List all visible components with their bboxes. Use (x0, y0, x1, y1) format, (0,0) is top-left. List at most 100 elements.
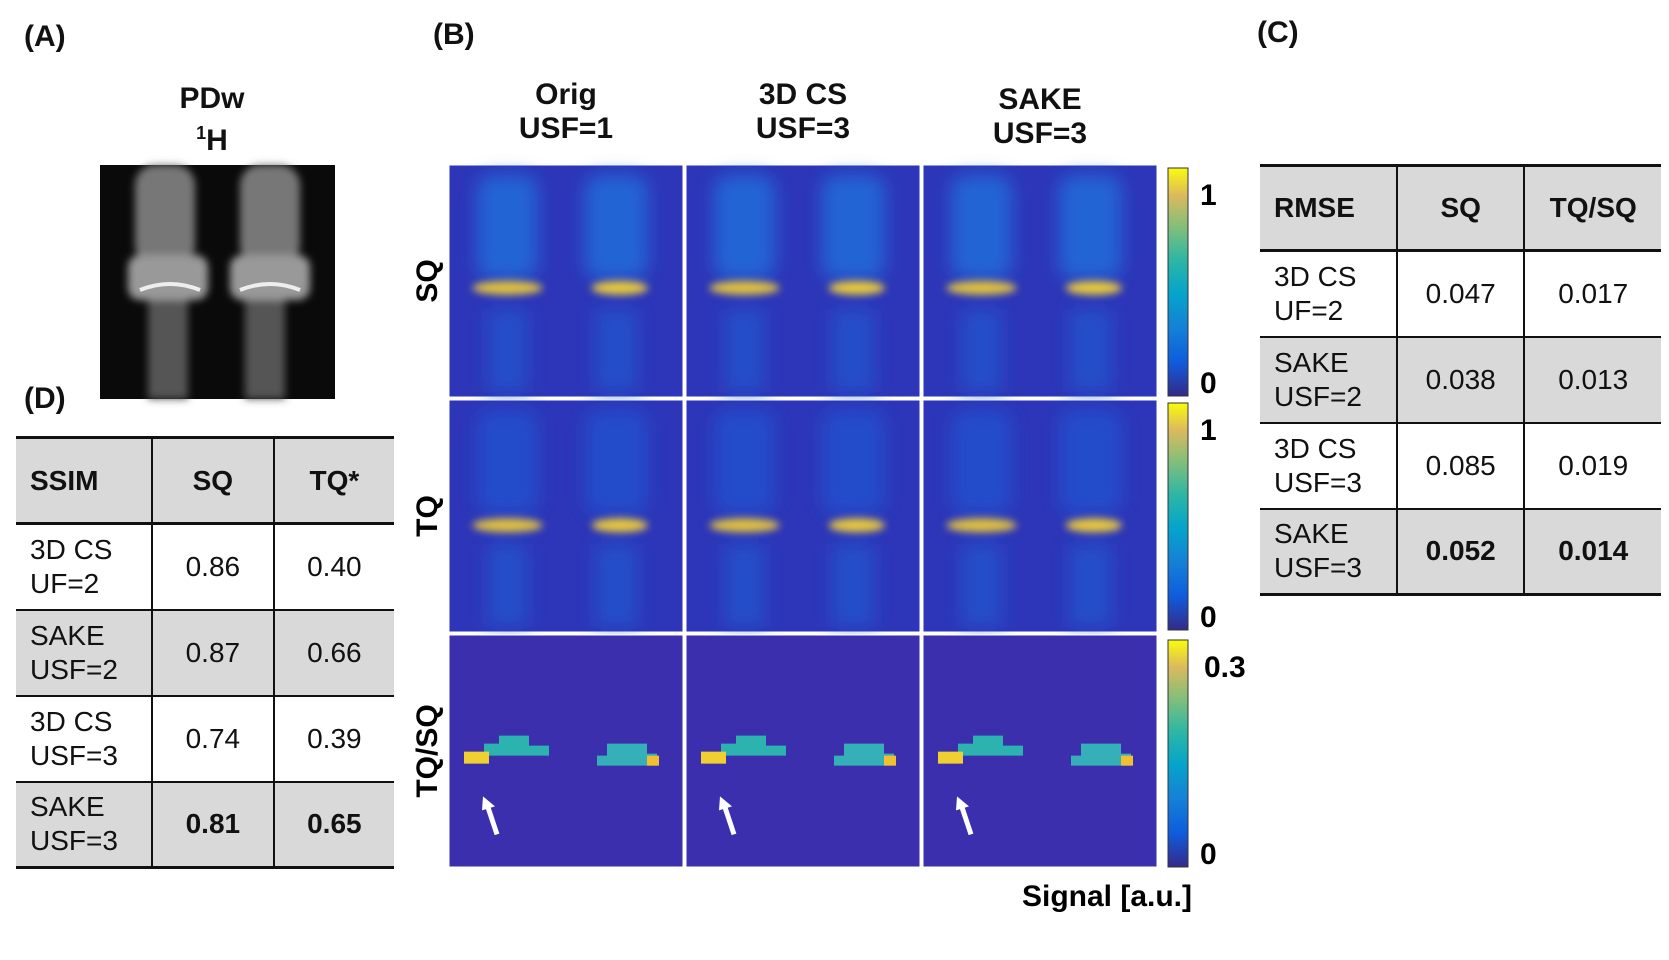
bone (584, 410, 648, 515)
arrowhead (482, 796, 495, 811)
bone (1068, 543, 1112, 628)
joint (709, 280, 885, 295)
cell-line: USF=3 (1274, 552, 1362, 584)
bone (1058, 410, 1122, 515)
bone (487, 543, 528, 628)
cell-line: 0.038 (1425, 363, 1496, 395)
table-row: 3D CS USF=3 0.085 0.019 (1260, 421, 1661, 510)
table-cell: SAKE USF=2 (1260, 335, 1398, 424)
bone (477, 410, 538, 515)
cell-line: 0.017 (1558, 277, 1629, 309)
ratio-hot (938, 751, 963, 764)
table-row: 3D CS UF=2 0.86 0.40 (16, 522, 394, 611)
cell-line: 0.019 (1558, 449, 1629, 481)
cell-line: 0.74 (185, 722, 241, 754)
map-image (448, 634, 684, 868)
bone (594, 543, 638, 628)
header-cell: RMSE (1260, 164, 1398, 252)
ratio-patch (701, 735, 786, 756)
map-image (922, 399, 1158, 633)
ratio-patch (464, 735, 549, 756)
cell-line: UF=2 (30, 567, 100, 599)
anatomy (477, 175, 648, 393)
table-cell: 3D CS USF=3 (16, 694, 153, 783)
mri-image (100, 165, 335, 399)
colorbar-min: 0 (1200, 367, 1217, 400)
cartilage (946, 280, 1017, 295)
bone (1068, 308, 1112, 393)
table-cell: 0.014 (1523, 507, 1661, 596)
bone (477, 175, 538, 280)
cell-line: 0.052 (1425, 535, 1496, 567)
colorbar-min: 0 (1200, 601, 1217, 634)
anatomy (714, 175, 885, 393)
panel-label: (B) (433, 18, 475, 51)
table-row: SAKE USF=3 0.052 0.014 (1260, 507, 1661, 596)
table-cell: 0.39 (272, 694, 394, 783)
anatomy (714, 410, 885, 628)
header-cell: SSIM (16, 436, 153, 525)
anatomy (951, 410, 1122, 628)
arrow (484, 803, 500, 836)
bone (1058, 175, 1122, 280)
bone (724, 543, 765, 628)
table-cell: 0.65 (272, 780, 394, 869)
table-cell: 0.66 (272, 608, 394, 697)
colorbar-max: 1 (1200, 179, 1217, 212)
table-cell: 3D CS UF=2 (16, 522, 153, 611)
table-cell: 0.019 (1523, 421, 1661, 510)
map-image (922, 164, 1158, 398)
ratio-hot (1121, 755, 1133, 766)
cell-line: 0.013 (1558, 363, 1629, 395)
nucleus-text: H (206, 124, 228, 157)
column-header: SAKE USF=3 (923, 83, 1157, 151)
table-cell: 0.40 (272, 522, 394, 611)
cell-line: 0.86 (185, 550, 241, 582)
colorbar (1167, 639, 1189, 868)
table-row: 3D CS UF=2 0.047 0.017 (1260, 249, 1661, 338)
map-image (685, 634, 921, 868)
table-cell: SAKE USF=2 (16, 608, 153, 697)
table-row: SAKE USF=2 0.038 0.013 (1260, 335, 1661, 424)
table-cell: 0.74 (150, 694, 275, 783)
table-cell: 0.017 (1523, 249, 1661, 338)
ratio-hot (884, 755, 896, 766)
map-image (448, 164, 684, 398)
table-cell: 0.81 (150, 780, 275, 869)
colorbar (1167, 167, 1189, 397)
ratio-patch (597, 743, 657, 766)
cell-line: USF=3 (30, 739, 118, 771)
ratio-patch (834, 743, 894, 766)
table-header-row: RMSE SQ TQ/SQ (1260, 164, 1661, 252)
bone (821, 410, 885, 515)
table-cell: 3D CS UF=2 (1260, 249, 1398, 338)
table-row: SAKE USF=2 0.87 0.66 (16, 608, 394, 697)
cell-line: 0.65 (307, 808, 362, 840)
cell-line: USF=2 (1274, 380, 1362, 412)
cell-line: 0.40 (307, 550, 362, 582)
cell-line: USF=3 (30, 825, 118, 857)
map-image (448, 399, 684, 633)
bone (961, 308, 1002, 393)
joint (946, 518, 1122, 533)
header-cell: TQ/SQ (1523, 164, 1661, 252)
cell-line: SAKE (30, 619, 105, 651)
table-cell: 0.87 (150, 608, 275, 697)
table-cell: 0.86 (150, 522, 275, 611)
joint (709, 518, 885, 533)
joint (946, 280, 1122, 295)
map-image (685, 164, 921, 398)
ratio-patch (1071, 743, 1131, 766)
colorbar-min: 0 (1200, 838, 1217, 871)
cell-line: 0.39 (307, 722, 362, 754)
anatomy (951, 175, 1122, 393)
bone (487, 308, 528, 393)
arrowhead (956, 796, 969, 811)
header-line: USF=3 (992, 117, 1088, 150)
table-cell: SAKE USF=3 (16, 780, 153, 869)
table-cell: SAKE USF=3 (1260, 507, 1398, 596)
cartilage (1065, 518, 1122, 533)
joint (472, 280, 648, 295)
